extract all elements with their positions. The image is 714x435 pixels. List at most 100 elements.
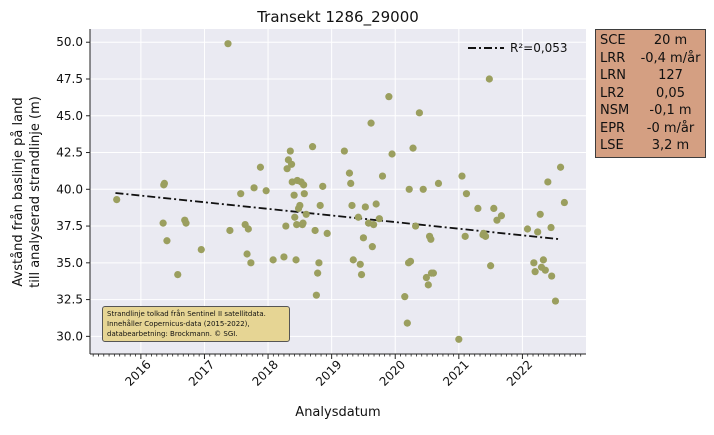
stats-row: NSM -0,1 m [600, 102, 701, 120]
data-point [224, 40, 232, 48]
legend-line-sample [468, 47, 504, 49]
data-point [300, 181, 308, 189]
data-point [560, 198, 568, 207]
data-point [300, 190, 308, 198]
data-point [375, 215, 383, 223]
stats-value: -0,1 m [649, 103, 692, 118]
data-point [250, 184, 258, 192]
data-point [283, 165, 291, 173]
data-point [539, 256, 547, 264]
data-point [547, 223, 555, 232]
data-point [296, 201, 304, 210]
stats-row: SCE 20 m [600, 32, 701, 50]
data-point [458, 172, 466, 180]
x-tick-label: 2020 [377, 357, 408, 388]
data-point [424, 281, 432, 289]
data-point [244, 225, 252, 233]
credit-line-2: Innehåller Copernicus-data (2015-2022), [107, 320, 250, 328]
data-point [385, 93, 393, 101]
data-point [286, 147, 294, 155]
legend: R²=0,053 [468, 37, 578, 59]
y-tick-label: 40.0 [56, 182, 83, 196]
stats-key: SCE [600, 33, 626, 48]
data-point [551, 297, 560, 305]
data-point [347, 179, 355, 188]
data-point [113, 195, 121, 204]
data-point [312, 291, 320, 299]
data-point [197, 245, 205, 254]
data-point [368, 243, 376, 251]
data-point [536, 210, 544, 218]
data-point [474, 204, 482, 213]
data-point [378, 172, 387, 180]
data-point [163, 237, 171, 245]
x-tick-label: 2016 [122, 357, 153, 388]
x-tick-label: 2021 [440, 357, 471, 388]
chart-title: Transekt 1286_29000 [256, 8, 419, 27]
data-point [534, 228, 542, 236]
data-point [530, 259, 538, 267]
y-axis-label-line1: Avstånd från baslinje på land [11, 97, 26, 286]
data-point [315, 259, 323, 267]
x-axis-label: Analysdatum [295, 405, 380, 420]
data-point [299, 219, 307, 227]
data-point [280, 253, 288, 261]
y-tick-label: 30.0 [56, 329, 83, 343]
data-point [370, 220, 378, 229]
data-point [388, 150, 396, 158]
y-tick-label: 45.0 [56, 109, 83, 123]
data-point [415, 109, 423, 117]
data-point [406, 257, 415, 265]
data-point [541, 266, 549, 274]
data-point [340, 147, 348, 155]
credit-box: Strandlinje tolkad från Sentinel II sate… [102, 306, 290, 342]
data-point [427, 235, 435, 243]
data-point [174, 270, 182, 279]
stats-value: 0,05 [656, 85, 685, 101]
data-point [531, 268, 539, 276]
data-point [405, 185, 413, 193]
y-tick-label: 37.5 [56, 219, 83, 233]
data-point [243, 250, 251, 258]
data-point [311, 226, 319, 235]
data-point [556, 163, 565, 171]
data-point [429, 269, 437, 277]
points-layer [113, 40, 568, 343]
y-tick-label: 42.5 [56, 146, 83, 160]
x-tick-label: 2018 [249, 357, 280, 388]
stats-row: LRR -0,4 m/år [600, 50, 701, 68]
data-point [481, 232, 490, 240]
data-point [314, 269, 322, 277]
data-point [262, 187, 270, 195]
data-point [487, 262, 495, 270]
data-point [256, 163, 265, 171]
stats-row: LR2 0,05 [600, 85, 701, 103]
data-point [361, 203, 369, 211]
data-point [455, 335, 463, 343]
data-point [282, 222, 290, 230]
stats-value: 127 [658, 68, 683, 83]
stats-key: NSM [600, 103, 630, 118]
data-point [308, 143, 317, 151]
legend-label: R²=0,053 [510, 41, 568, 55]
data-point [372, 200, 380, 208]
data-point [419, 185, 427, 193]
data-point [349, 256, 357, 264]
data-point [409, 144, 417, 152]
data-point [291, 213, 299, 221]
stats-key: LRN [600, 68, 626, 83]
data-point [523, 225, 532, 233]
data-point [287, 160, 296, 168]
data-point [323, 229, 331, 238]
stats-value: 3,2 m [651, 138, 690, 153]
data-point [356, 260, 364, 268]
data-point [237, 190, 245, 198]
stats-key: LR2 [600, 85, 625, 101]
y-tick-label: 50.0 [56, 35, 83, 49]
stats-value: -0,4 m/år [640, 50, 701, 66]
data-point [461, 232, 469, 240]
data-point [269, 256, 277, 264]
credit-line-1: Strandlinje tolkad från Sentinel II sate… [107, 310, 266, 318]
